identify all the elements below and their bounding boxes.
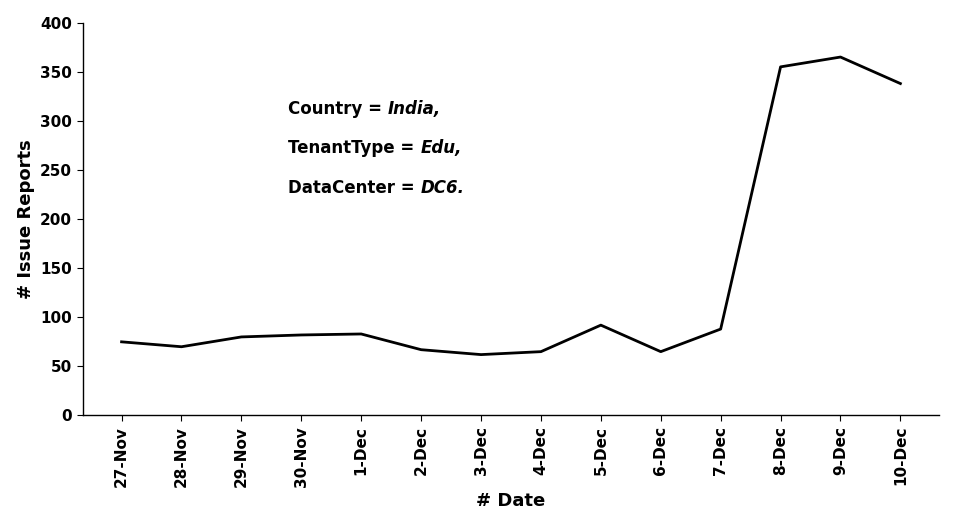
Text: Edu,: Edu, bbox=[421, 139, 462, 158]
Text: India,: India, bbox=[388, 100, 442, 118]
Text: TenantType =: TenantType = bbox=[289, 139, 421, 158]
Text: DataCenter =: DataCenter = bbox=[289, 179, 421, 197]
Text: DC6.: DC6. bbox=[421, 179, 465, 197]
X-axis label: # Date: # Date bbox=[476, 492, 546, 510]
Y-axis label: # Issue Reports: # Issue Reports bbox=[16, 139, 34, 299]
Text: Country =: Country = bbox=[289, 100, 388, 118]
